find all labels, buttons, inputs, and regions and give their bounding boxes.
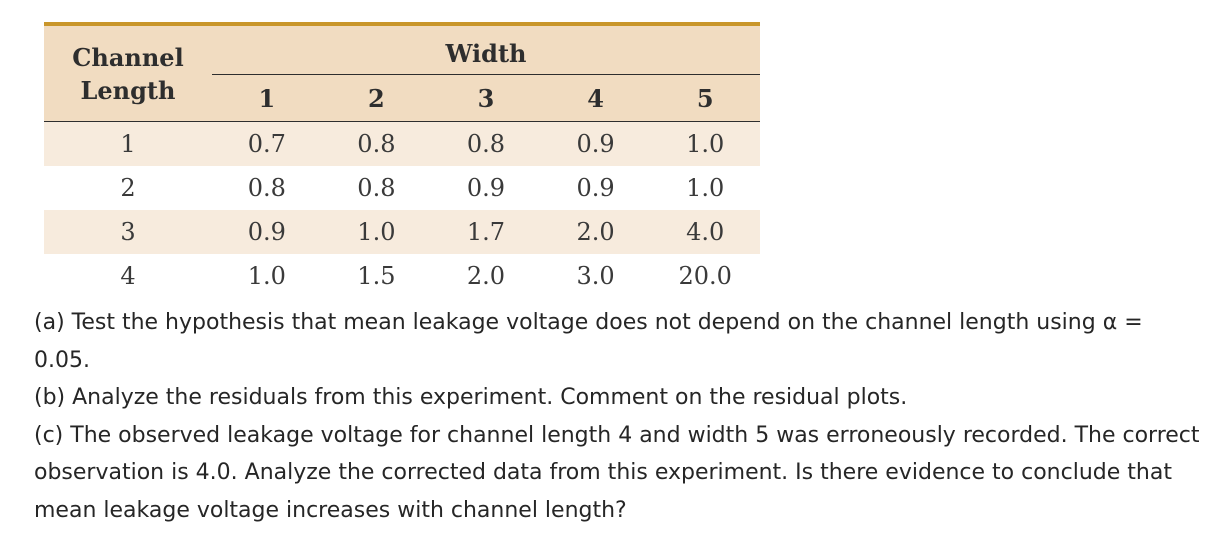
table-cell: 0.8 [322, 166, 432, 210]
row-label: 4 [44, 254, 212, 298]
table-cell: 1.0 [212, 254, 322, 298]
channel-length-header: Channel Length [44, 26, 212, 122]
table-cell: 0.9 [431, 166, 541, 210]
table-cell: 20.0 [650, 254, 760, 298]
table-row: 1 0.7 0.8 0.8 0.9 1.0 [44, 122, 760, 167]
corner-header-line1: Channel [72, 43, 183, 72]
table-cell: 0.7 [212, 122, 322, 167]
table-cell: 3.0 [541, 254, 651, 298]
corner-header-line2: Length [81, 76, 176, 105]
table-row: 2 0.8 0.8 0.9 0.9 1.0 [44, 166, 760, 210]
table-body: 1 0.7 0.8 0.8 0.9 1.0 2 0.8 0.8 0.9 0.9 … [44, 122, 760, 299]
question-b: (b) Analyze the residuals from this expe… [34, 379, 1204, 417]
table-cell: 1.0 [650, 122, 760, 167]
table-cell: 2.0 [431, 254, 541, 298]
table-cell: 2.0 [541, 210, 651, 254]
width-column-header: 5 [650, 75, 760, 122]
row-label: 1 [44, 122, 212, 167]
table-cell: 4.0 [650, 210, 760, 254]
row-label: 2 [44, 166, 212, 210]
table-cell: 1.0 [650, 166, 760, 210]
table-cell: 0.8 [431, 122, 541, 167]
question-c: (c) The observed leakage voltage for cha… [34, 417, 1204, 530]
table-header: Channel Length Width 1 2 3 4 5 [44, 26, 760, 122]
width-group-header: Width [212, 26, 760, 75]
width-column-header: 3 [431, 75, 541, 122]
leakage-voltage-table: Channel Length Width 1 2 3 4 5 1 0.7 0.8… [44, 26, 760, 298]
table-row: 3 0.9 1.0 1.7 2.0 4.0 [44, 210, 760, 254]
question-a: (a) Test the hypothesis that mean leakag… [34, 304, 1204, 379]
table-cell: 1.7 [431, 210, 541, 254]
row-label: 3 [44, 210, 212, 254]
width-column-header: 1 [212, 75, 322, 122]
table-row: 4 1.0 1.5 2.0 3.0 20.0 [44, 254, 760, 298]
table-cell: 1.0 [322, 210, 432, 254]
data-table-container: Channel Length Width 1 2 3 4 5 1 0.7 0.8… [44, 22, 760, 298]
table-cell: 0.9 [541, 122, 651, 167]
table-cell: 0.8 [322, 122, 432, 167]
question-list: (a) Test the hypothesis that mean leakag… [34, 304, 1204, 530]
table-cell: 1.5 [322, 254, 432, 298]
width-column-header: 4 [541, 75, 651, 122]
width-column-header: 2 [322, 75, 432, 122]
table-cell: 0.9 [541, 166, 651, 210]
table-cell: 0.9 [212, 210, 322, 254]
table-cell: 0.8 [212, 166, 322, 210]
